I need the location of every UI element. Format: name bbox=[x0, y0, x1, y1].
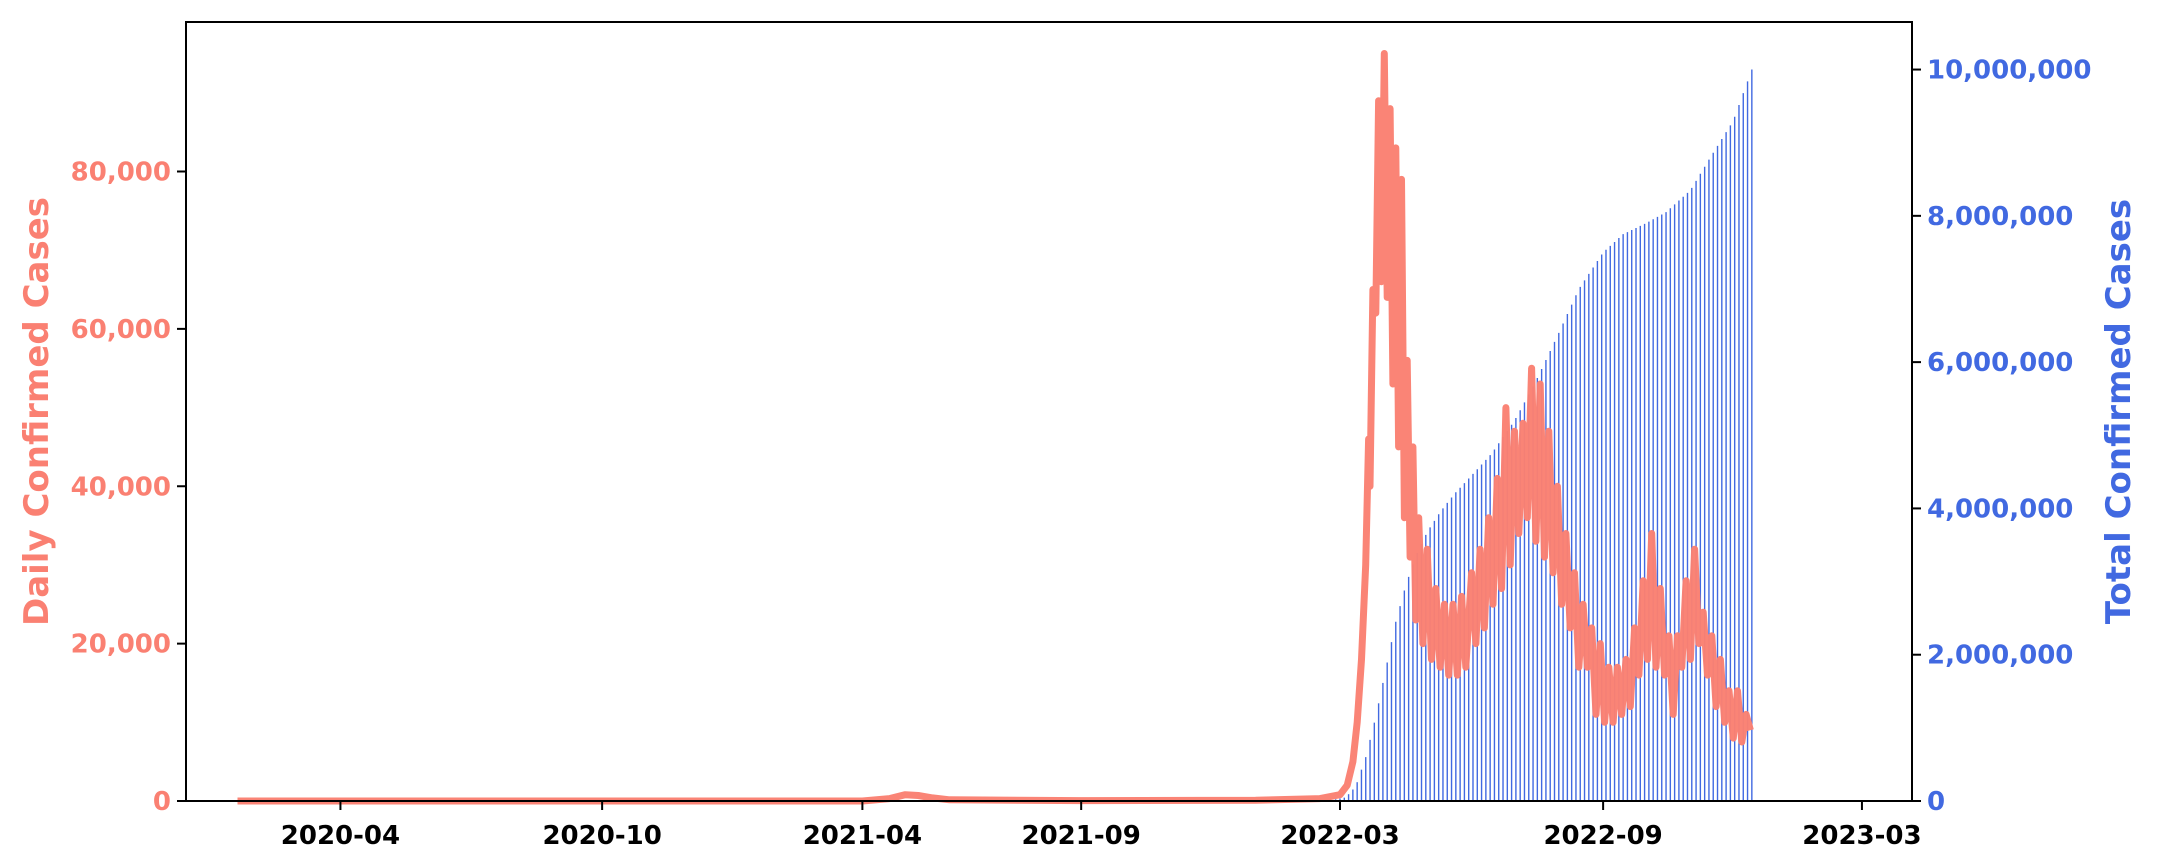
left-tick-label: 20,000 bbox=[71, 630, 171, 660]
plot-frame bbox=[185, 21, 1913, 802]
left-tick-label: 80,000 bbox=[71, 158, 171, 188]
right-tick-label: 10,000,000 bbox=[1927, 56, 2091, 86]
x-tick-label: 2023-03 bbox=[1802, 821, 1921, 851]
x-tick-label: 2021-04 bbox=[803, 821, 922, 851]
right-tick-label: 2,000,000 bbox=[1927, 641, 2073, 671]
left-axis-label: Daily Confirmed Cases bbox=[17, 197, 57, 626]
right-tick-label: 8,000,000 bbox=[1927, 202, 2073, 232]
right-tick-label: 6,000,000 bbox=[1927, 348, 2073, 378]
x-tick-label: 2021-09 bbox=[1022, 821, 1141, 851]
x-axis-ticks: 2020-04 2020-10 2021-04 2021-09 2022-03 2022-… bbox=[281, 801, 1922, 851]
x-tick-label: 2020-10 bbox=[542, 821, 661, 851]
daily-cases-line bbox=[237, 50, 1754, 805]
left-tick-label: 0 bbox=[153, 787, 171, 817]
right-axis-label: Total Confirmed Cases bbox=[2099, 199, 2139, 624]
left-axis-ticks: 0 20,000 40,000 60,000 80,000 bbox=[71, 158, 186, 817]
right-tick-label: 0 bbox=[1927, 787, 1945, 817]
left-tick-label: 60,000 bbox=[71, 315, 171, 345]
daily-cases-line-group bbox=[237, 50, 1754, 805]
right-axis-ticks: 0 2,000,000 4,000,000 6,000,000 8,000,000 10,… bbox=[1912, 56, 2091, 817]
left-tick-label: 40,000 bbox=[71, 472, 171, 502]
x-tick-label: 2022-03 bbox=[1280, 821, 1399, 851]
x-tick-label: 2022-09 bbox=[1543, 821, 1662, 851]
x-tick-label: 2020-04 bbox=[281, 821, 400, 851]
right-tick-label: 4,000,000 bbox=[1927, 494, 2073, 524]
